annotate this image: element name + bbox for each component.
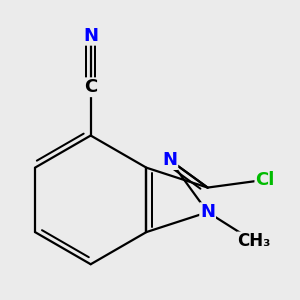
Text: Cl: Cl: [255, 171, 275, 189]
Text: CH₃: CH₃: [237, 232, 271, 250]
Text: N: N: [162, 151, 177, 169]
Text: N: N: [200, 203, 215, 221]
Text: C: C: [84, 78, 97, 96]
Text: N: N: [83, 27, 98, 45]
